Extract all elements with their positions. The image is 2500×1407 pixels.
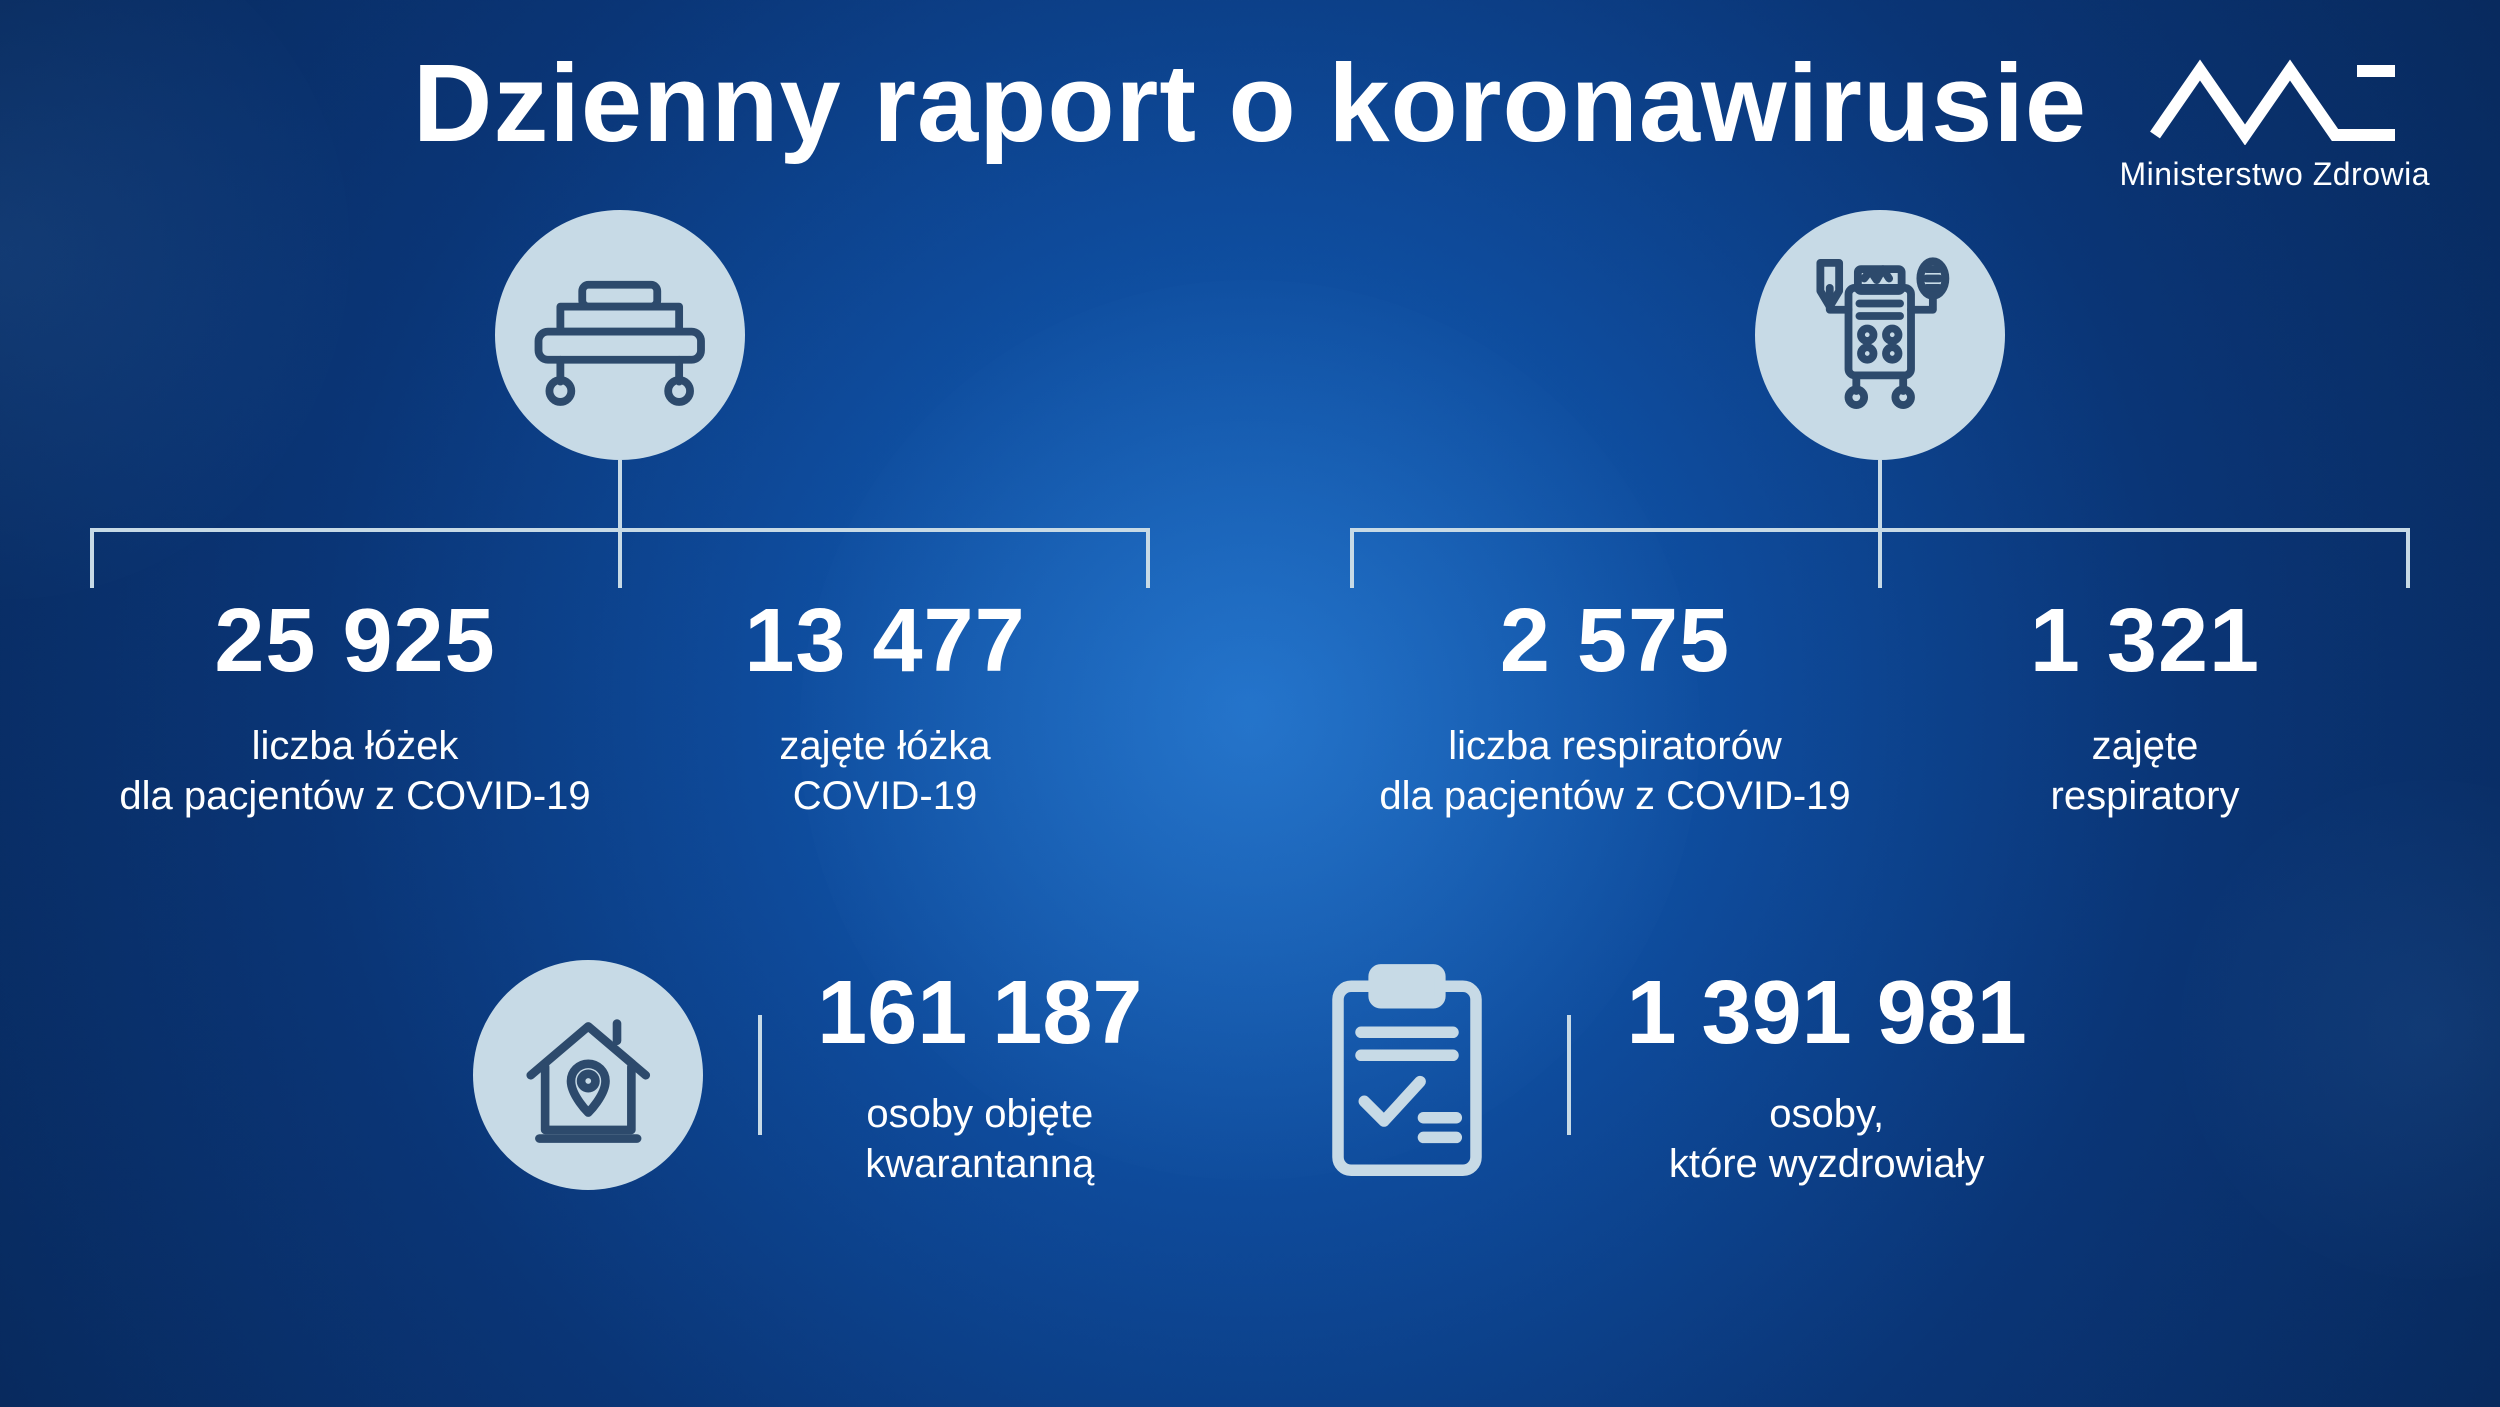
connector-line [1878, 528, 1882, 588]
connector-line [1878, 460, 1882, 530]
stat-ventilators-occupied: 1 321 zajęte respiratory [1880, 590, 2410, 821]
connector-line [758, 1015, 762, 1135]
stat-value: 13 477 [640, 590, 1130, 693]
hospital-bed-icon [495, 210, 745, 460]
stat-label: osoby, które wyzdrowiały [1626, 1089, 2026, 1189]
connector-line [90, 528, 94, 588]
stat-value: 2 575 [1370, 590, 1860, 693]
stat-value: 1 321 [1900, 590, 2390, 693]
recovered-item: 1 391 981 osoby, które wyzdrowiały [1302, 960, 2026, 1190]
stat-value: 161 187 [817, 962, 1142, 1065]
stat-label: liczba łóżek dla pacjentów z COVID-19 [110, 721, 600, 821]
connector-line [1350, 528, 1354, 588]
stat-label: osoby objęte kwarantanną [817, 1089, 1142, 1189]
connector-line [618, 460, 622, 530]
connector-line [2406, 528, 2410, 588]
stat-beds-total: 25 925 liczba łóżek dla pacjentów z COVI… [90, 590, 620, 821]
connector-line [1146, 528, 1150, 588]
stat-value: 25 925 [110, 590, 600, 693]
stat-value: 1 391 981 [1626, 962, 2026, 1065]
connector-line [618, 528, 622, 588]
ministry-logo: Ministerstwo Zdrowia [2119, 55, 2430, 193]
ministry-logo-mark-icon [2145, 55, 2405, 145]
clipboard-check-icon [1302, 960, 1512, 1190]
ministry-logo-text: Ministerstwo Zdrowia [2119, 156, 2430, 193]
ventilator-icon [1755, 210, 2005, 460]
stat-label: liczba respiratorów dla pacjentów z COVI… [1370, 721, 1860, 821]
stat-beds-occupied: 13 477 zajęte łóżka COVID-19 [620, 590, 1150, 821]
connector-line [1567, 1015, 1571, 1135]
stat-label: zajęte respiratory [1900, 721, 2390, 821]
house-quarantine-icon [473, 960, 703, 1190]
stat-label: zajęte łóżka COVID-19 [640, 721, 1130, 821]
stat-ventilators-total: 2 575 liczba respiratorów dla pacjentów … [1350, 590, 1880, 821]
quarantine-item: 161 187 osoby objęte kwarantanną [473, 960, 1142, 1190]
lower-row: 161 187 osoby objęte kwarantanną 1 3 [0, 960, 2500, 1190]
